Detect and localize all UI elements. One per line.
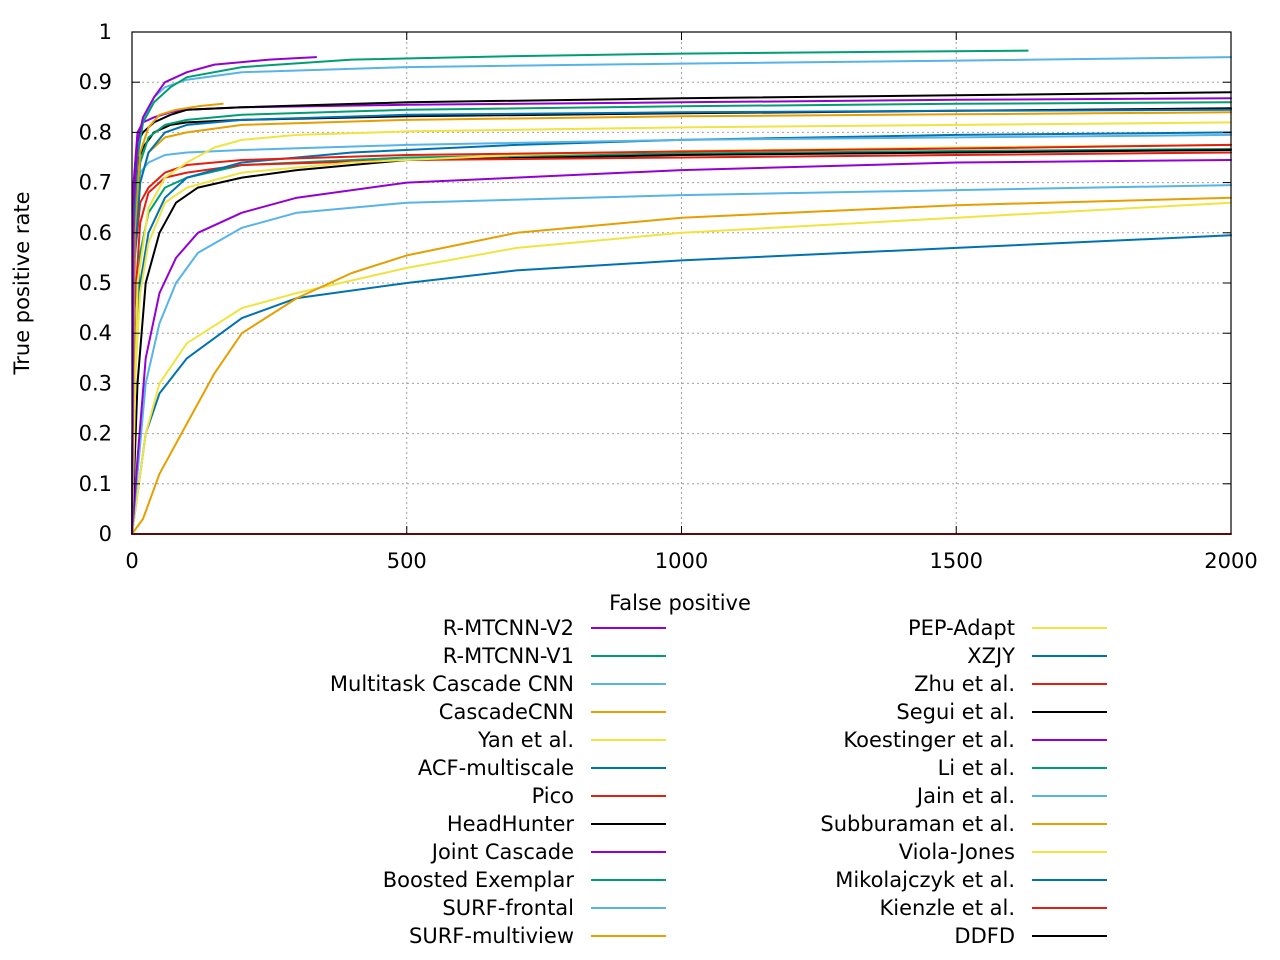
- legend-label: Li et al.: [938, 756, 1015, 780]
- legend-label: Viola-Jones: [899, 840, 1015, 864]
- y-tick-label: 0.5: [79, 271, 112, 295]
- legend-label: Mikolajczyk et al.: [835, 868, 1015, 892]
- legend-label: XZJY: [967, 644, 1015, 668]
- series-line: [131, 102, 224, 535]
- x-tick-label: 1000: [655, 549, 708, 573]
- y-tick-label: 0.1: [79, 472, 112, 496]
- y-tick-label: 1: [99, 20, 112, 44]
- series-line: [131, 234, 1232, 535]
- x-tick-label: 1500: [930, 549, 983, 573]
- legend-label: Yan et al.: [477, 728, 574, 752]
- legend-label: ACF-multiscale: [418, 756, 574, 780]
- series-line: [131, 196, 1232, 535]
- grid-lines: [132, 32, 1231, 534]
- x-axis-title: False positive: [609, 591, 751, 615]
- series-line: [131, 49, 1029, 535]
- legend-label: Pico: [532, 784, 574, 808]
- legend: R-MTCNN-V2 R-MTCNN-V1 Multitask Cascade CN…: [330, 616, 1107, 948]
- legend-label: Koestinger et al.: [843, 728, 1015, 752]
- series-line: [131, 149, 1232, 535]
- legend-label: R-MTCNN-V2: [443, 616, 574, 640]
- legend-label: Zhu et al.: [914, 672, 1015, 696]
- legend-label: Multitask Cascade CNN: [330, 672, 574, 696]
- y-tick-label: 0.2: [79, 422, 112, 446]
- series-line: [131, 108, 1232, 535]
- x-tick-label: 500: [387, 549, 427, 573]
- legend-label: PEP-Adapt: [908, 616, 1015, 640]
- legend-label: Joint Cascade: [430, 840, 574, 864]
- legend-label: Subburaman et al.: [820, 812, 1015, 836]
- series-line: [131, 151, 1232, 535]
- series-line: [131, 201, 1232, 535]
- y-tick-label: 0.4: [79, 321, 112, 345]
- x-tick-label: 2000: [1204, 549, 1257, 573]
- y-tick-label: 0: [99, 522, 112, 546]
- y-tick-label: 0.7: [79, 171, 112, 195]
- series-line: [131, 148, 1232, 535]
- legend-label: Boosted Exemplar: [383, 868, 575, 892]
- x-tick-label: 0: [125, 549, 138, 573]
- series-line: [131, 56, 318, 535]
- series-line: [131, 121, 1232, 535]
- legend-label: DDFD: [954, 924, 1015, 948]
- y-tick-label: 0.8: [79, 120, 112, 144]
- y-tick-label: 0.9: [79, 70, 112, 94]
- tick-labels: 0 500 1000 1500 2000 0 0.1 0.2 0.3 0.4 0.5 0.6 0.7 0.…: [79, 20, 1258, 573]
- y-tick-label: 0.3: [79, 371, 112, 395]
- y-tick-label: 0.6: [79, 221, 112, 245]
- legend-label: R-MTCNN-V1: [443, 644, 574, 668]
- legend-label: SURF-multiview: [409, 924, 574, 948]
- legend-label: HeadHunter: [447, 812, 574, 836]
- series-line: [131, 159, 1232, 535]
- legend-label: SURF-frontal: [442, 896, 574, 920]
- legend-label: Segui et al.: [896, 700, 1015, 724]
- y-axis-title: True positive rate: [10, 192, 34, 376]
- legend-label: Jain et al.: [915, 784, 1015, 808]
- series-line: [131, 184, 1232, 535]
- legend-label: Kienzle et al.: [880, 896, 1016, 920]
- legend-label: CascadeCNN: [439, 700, 574, 724]
